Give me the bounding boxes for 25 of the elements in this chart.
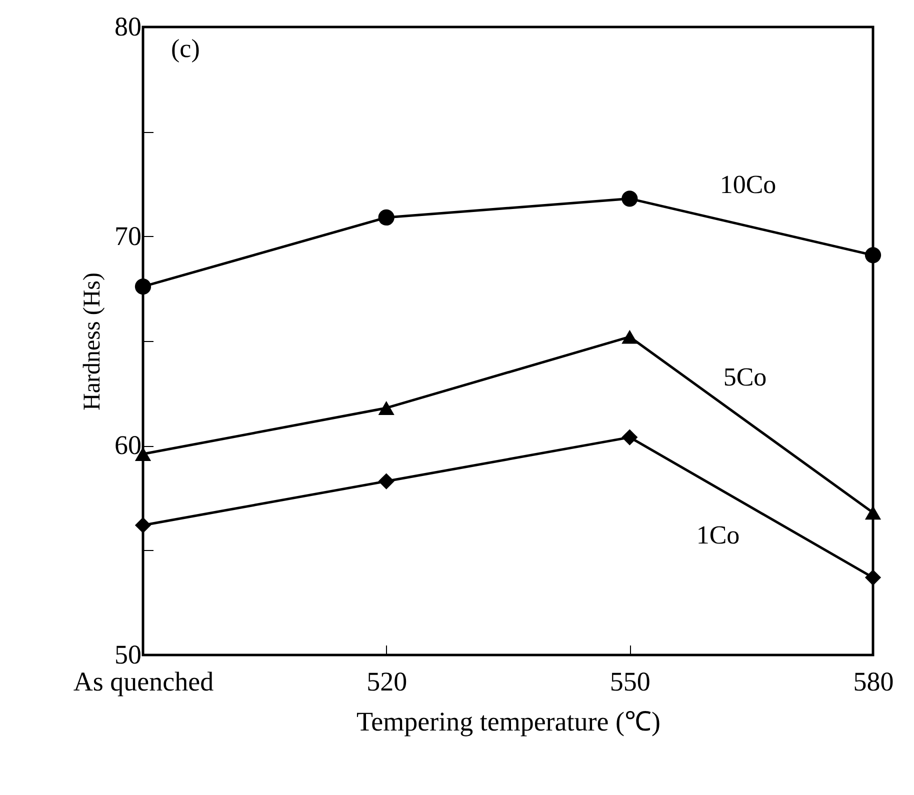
- y-axis-title: Hardness (Hs): [80, 272, 106, 410]
- y-tick-label: 70: [114, 220, 142, 251]
- x-tick-label: 520: [366, 666, 408, 696]
- x-axis-title: Tempering temperature (℃): [356, 706, 660, 736]
- point: [622, 330, 638, 344]
- x-tick-label: 550: [610, 666, 650, 696]
- y-tick-label: 60: [114, 430, 142, 460]
- y-tick-label: 50: [114, 640, 142, 670]
- point: [622, 429, 638, 446]
- y-tick-label: 80: [114, 12, 142, 42]
- annotation: (c): [171, 34, 200, 63]
- point: [378, 401, 394, 415]
- point: [864, 247, 882, 264]
- point: [378, 209, 394, 226]
- x-tick-label: 580: [853, 666, 894, 696]
- point: [134, 278, 152, 295]
- point: [864, 506, 882, 520]
- point: [378, 473, 394, 490]
- point: [134, 517, 152, 534]
- point: [864, 569, 882, 586]
- x-tick-label: As quenched: [73, 666, 214, 696]
- series-label: 1Co: [696, 520, 740, 550]
- series-label: 5Co: [723, 362, 767, 392]
- series-label: 10Co: [720, 170, 776, 200]
- point: [622, 190, 638, 207]
